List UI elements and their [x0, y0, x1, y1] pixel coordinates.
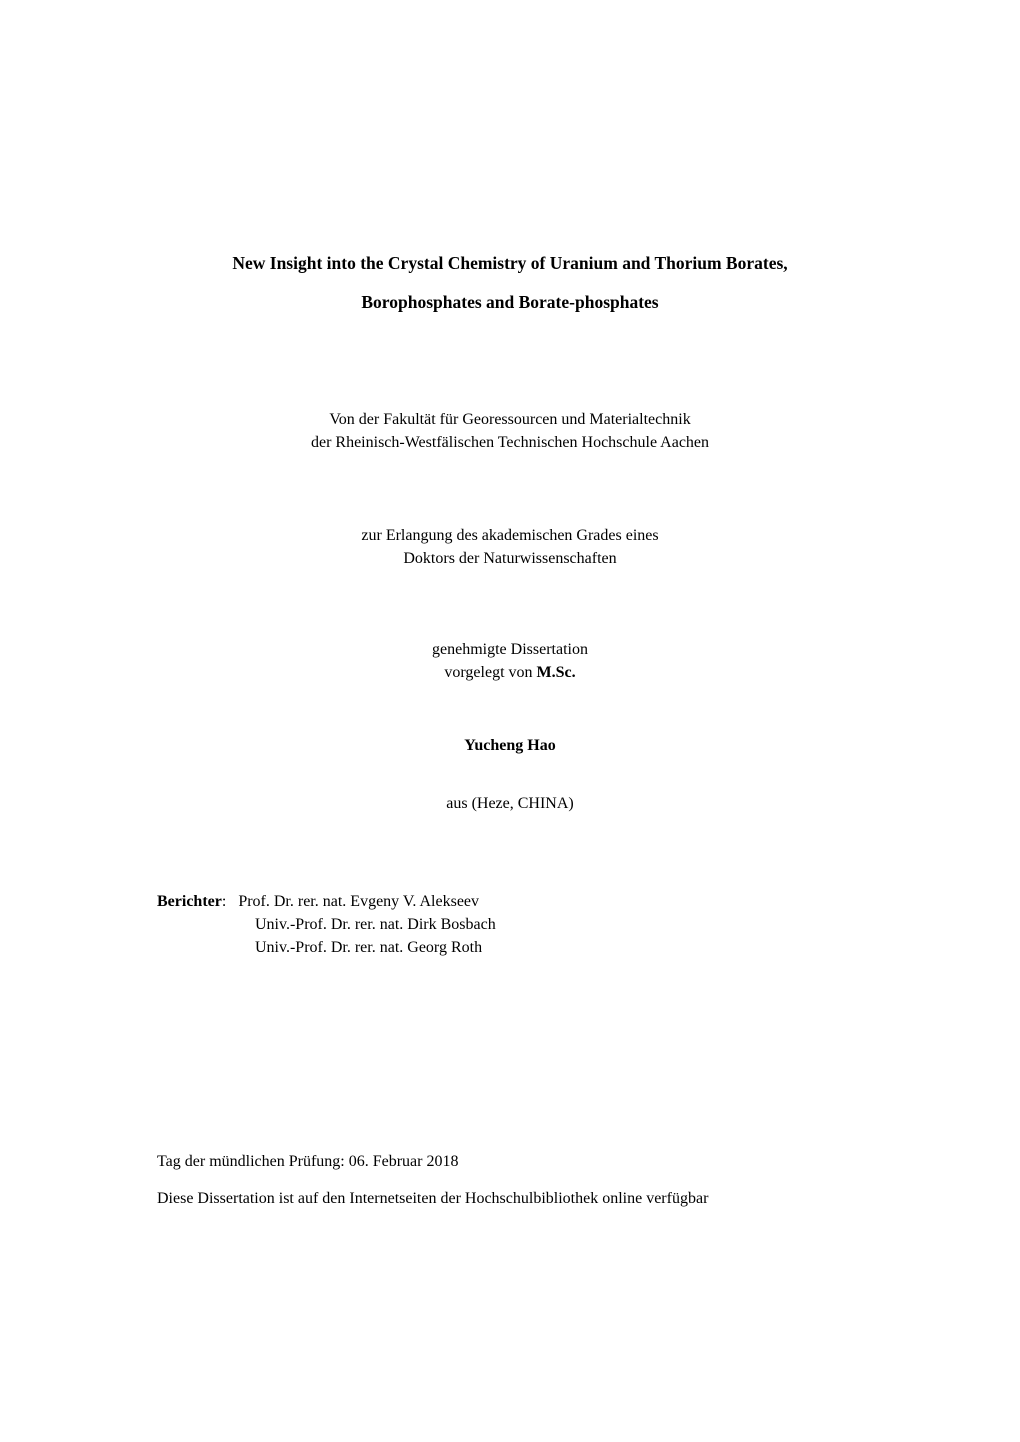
degree-line-1: zur Erlangung des akademischen Grades ei… [0, 524, 1020, 547]
faculty-block: Von der Fakultät für Georessourcen und M… [0, 408, 1020, 454]
approved-line-2: vorgelegt von M.Sc. [0, 661, 1020, 684]
author-block: Yucheng Hao [0, 734, 1020, 757]
title-line-1: New Insight into the Crystal Chemistry o… [0, 244, 1020, 283]
degree-abbrev: M.Sc. [537, 664, 576, 681]
title-line-2: Borophosphates and Borate-phosphates [0, 283, 1020, 322]
reviewer-3: Univ.-Prof. Dr. rer. nat. Georg Roth [255, 939, 482, 956]
degree-line-2: Doktors der Naturwissenschaften [0, 547, 1020, 570]
reviewers-line-2: Univ.-Prof. Dr. rer. nat. Dirk Bosbach [157, 913, 496, 936]
faculty-line-2: der Rheinisch-Westfälischen Technischen … [0, 431, 1020, 454]
reviewers-line-1: Berichter: Prof. Dr. rer. nat. Evgeny V.… [157, 890, 496, 913]
reviewers-block: Berichter: Prof. Dr. rer. nat. Evgeny V.… [157, 890, 496, 960]
approved-line-1: genehmigte Dissertation [0, 638, 1020, 661]
footer-block: Tag der mündlichen Prüfung: 06. Februar … [157, 1144, 863, 1218]
degree-block: zur Erlangung des akademischen Grades ei… [0, 524, 1020, 570]
origin-block: aus (Heze, CHINA) [0, 792, 1020, 815]
reviewer-1: Prof. Dr. rer. nat. Evgeny V. Alekseev [238, 893, 479, 910]
oral-exam-date: Tag der mündlichen Prüfung: 06. Februar … [157, 1144, 863, 1181]
origin-text: aus (Heze, CHINA) [0, 792, 1020, 815]
reviewers-line-3: Univ.-Prof. Dr. rer. nat. Georg Roth [157, 936, 496, 959]
author-name: Yucheng Hao [0, 734, 1020, 757]
approved-block: genehmigte Dissertation vorgelegt von M.… [0, 638, 1020, 684]
faculty-line-1: Von der Fakultät für Georessourcen und M… [0, 408, 1020, 431]
availability-note: Diese Dissertation ist auf den Internets… [157, 1181, 863, 1218]
thesis-title-page: New Insight into the Crystal Chemistry o… [0, 0, 1020, 1442]
submitted-by-prefix: vorgelegt von [444, 664, 536, 681]
title-block: New Insight into the Crystal Chemistry o… [0, 244, 1020, 321]
reviewer-2: Univ.-Prof. Dr. rer. nat. Dirk Bosbach [255, 916, 496, 933]
reviewers-label: Berichter [157, 893, 222, 910]
reviewers-colon: : [222, 893, 238, 910]
